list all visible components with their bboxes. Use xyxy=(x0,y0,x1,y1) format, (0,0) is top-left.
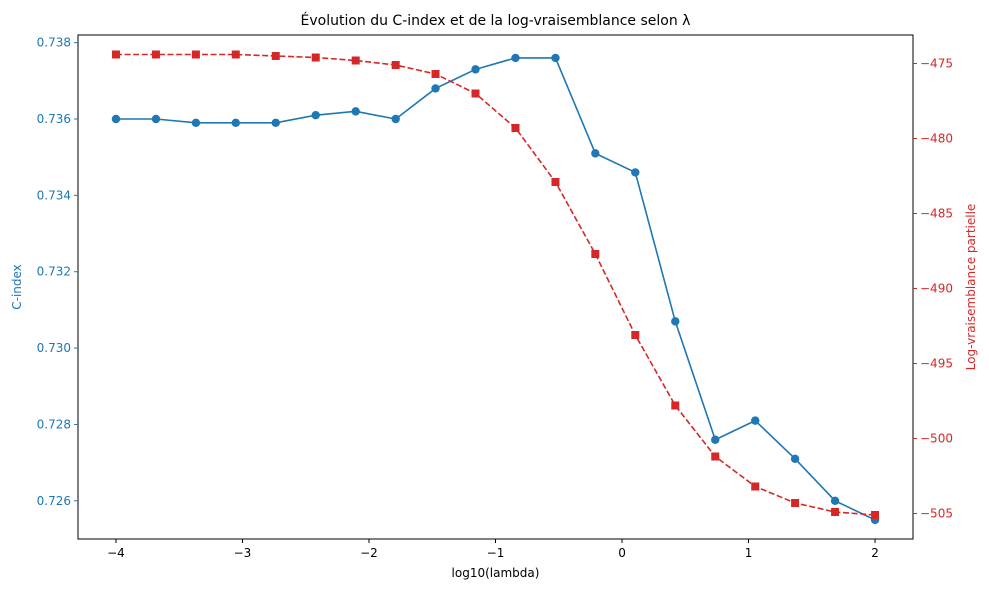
y-left-tick-label: 0.738 xyxy=(37,36,71,50)
chart-title: Évolution du C-index et de la log-vraise… xyxy=(301,12,691,29)
y-right-tick-label: −500 xyxy=(920,432,953,446)
y-left-tick-label: 0.728 xyxy=(37,417,71,431)
data-point-right xyxy=(311,53,320,62)
data-point-right xyxy=(511,124,520,132)
data-point-right xyxy=(471,89,480,98)
x-axis-title: log10(lambda) xyxy=(452,566,540,580)
x-tick-label: −1 xyxy=(487,546,505,560)
data-point-left xyxy=(551,53,560,63)
data-point-left xyxy=(111,114,121,124)
data-point-left xyxy=(751,416,760,425)
data-point-left xyxy=(471,65,480,74)
data-point-left xyxy=(631,168,640,177)
data-point-left xyxy=(391,114,400,124)
data-point-right xyxy=(751,482,760,491)
data-point-left xyxy=(671,317,680,326)
data-point-right xyxy=(111,50,120,59)
data-point-right xyxy=(631,331,640,339)
data-point-left xyxy=(830,496,840,506)
y-left-tick-label: 0.730 xyxy=(37,341,71,355)
data-point-left xyxy=(311,110,320,120)
data-point-right xyxy=(791,499,800,507)
x-tick-label: 2 xyxy=(871,546,879,560)
data-point-left xyxy=(591,149,600,158)
data-point-right xyxy=(191,50,200,59)
x-tick-label: −2 xyxy=(360,546,378,560)
data-point-left xyxy=(511,53,520,63)
y-left-tick-label: 0.734 xyxy=(37,188,71,202)
data-point-left xyxy=(351,107,360,116)
data-point-left xyxy=(711,435,720,444)
data-point-right xyxy=(591,250,600,258)
x-tick-label: 1 xyxy=(745,546,753,560)
y-left-tick-label: 0.726 xyxy=(37,494,71,508)
data-point-right xyxy=(231,50,240,59)
data-point-right xyxy=(391,61,400,69)
data-point-left xyxy=(271,118,280,128)
data-point-left xyxy=(191,118,201,128)
data-point-left xyxy=(790,454,800,464)
data-point-right xyxy=(431,70,440,78)
y-left-axis-title: C-index xyxy=(10,264,24,310)
data-point-right xyxy=(151,50,160,59)
data-point-right xyxy=(271,52,280,60)
y-right-tick-label: −475 xyxy=(920,57,953,71)
data-point-right xyxy=(871,511,880,519)
data-point-left xyxy=(151,114,161,124)
data-point-right xyxy=(351,56,360,65)
y-right-tick-label: −490 xyxy=(920,282,953,296)
data-point-right xyxy=(671,401,680,410)
x-tick-label: 0 xyxy=(618,546,626,560)
series-line-left xyxy=(115,57,876,521)
y-right-tick-label: −480 xyxy=(920,132,953,146)
y-right-tick-label: −495 xyxy=(920,357,953,371)
x-tick-label: −3 xyxy=(234,546,252,560)
y-left-tick-label: 0.736 xyxy=(37,112,71,126)
data-point-right xyxy=(711,452,720,461)
data-point-right xyxy=(831,508,840,516)
ticks-layer: −4 −3 −2 −1 0 1 2 0.726 0.728 0.730 0.732 0.734 0.73… xyxy=(37,36,953,560)
y-right-tick-label: −505 xyxy=(920,507,953,521)
x-tick-label: −4 xyxy=(107,546,125,560)
series-line-right xyxy=(115,53,876,516)
data-point-left xyxy=(431,84,440,93)
y-left-tick-label: 0.732 xyxy=(37,265,71,279)
y-right-tick-label: −485 xyxy=(920,207,953,221)
data-point-left xyxy=(231,118,240,128)
y-right-axis-title: Log-vraisemblance partielle xyxy=(964,204,978,371)
data-point-right xyxy=(551,178,560,186)
plot-layer xyxy=(111,50,880,525)
